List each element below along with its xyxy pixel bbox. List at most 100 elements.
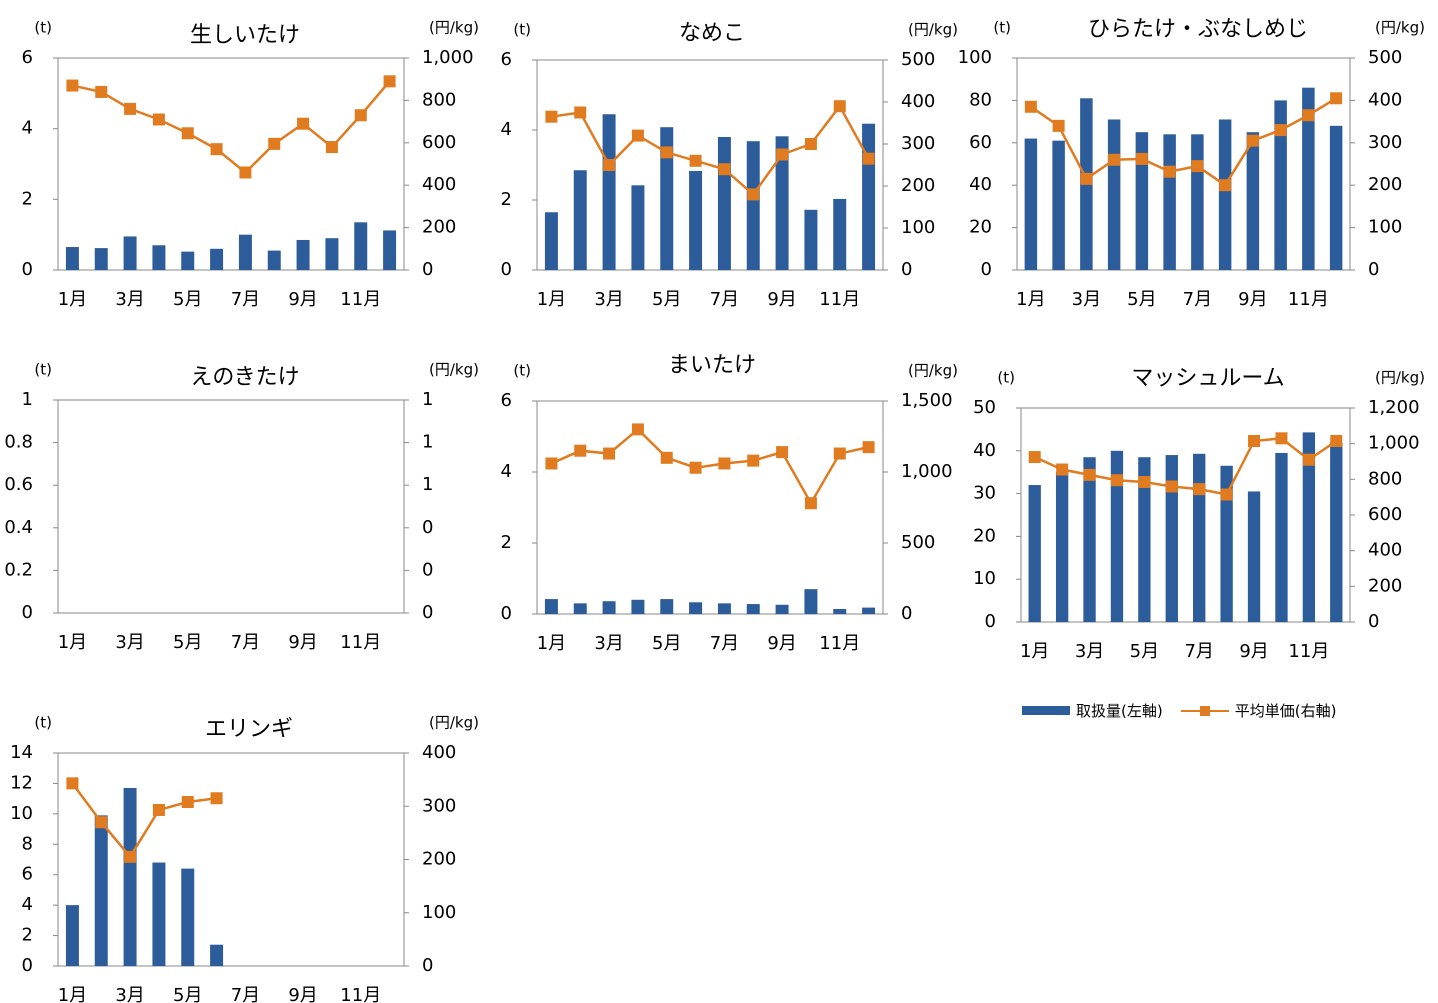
bar [1110, 450, 1124, 622]
price-marker [747, 188, 760, 201]
bar [717, 603, 731, 614]
right-axis-unit: (円/kg) [1375, 19, 1425, 37]
left-tick-label: 4 [22, 894, 33, 915]
left-tick-label: 0.6 [4, 474, 33, 495]
bar [660, 127, 674, 270]
right-tick-label: 0 [422, 955, 433, 976]
right-axis-unit: (円/kg) [908, 362, 958, 380]
left-tick-label: 60 [969, 132, 992, 153]
price-marker [268, 137, 281, 150]
right-tick-label: 1,000 [422, 47, 474, 68]
left-tick-label: 6 [22, 47, 33, 68]
bar [1135, 132, 1149, 270]
price-marker [660, 451, 673, 464]
left-tick-label: 0 [501, 603, 512, 624]
right-tick-label: 0 [422, 259, 433, 280]
right-axis-unit: (円/kg) [1375, 369, 1425, 387]
left-axis-unit: (t) [34, 361, 52, 379]
x-tick-label: 1月 [537, 633, 566, 654]
legend-line-swatch [1180, 705, 1229, 717]
price-marker [689, 461, 702, 474]
x-tick-label: 5月 [173, 985, 202, 1003]
x-tick-label: 11月 [819, 289, 860, 310]
price-marker [383, 75, 396, 88]
price-marker [718, 163, 731, 176]
bar [1083, 457, 1096, 622]
price-line [72, 80, 391, 175]
x-tick-label: 11月 [1288, 641, 1329, 662]
x-tick-label: 7月 [231, 289, 260, 310]
legend-bar-swatch [1022, 706, 1070, 715]
bar [544, 599, 558, 614]
left-tick-label: 14 [10, 742, 33, 763]
plot-frame [1020, 407, 1351, 623]
left-tick-label: 0 [501, 259, 512, 280]
bar [1163, 134, 1176, 270]
left-tick-label: 0 [22, 955, 33, 976]
left-tick-label: 8 [22, 833, 33, 854]
bar [210, 944, 224, 966]
left-tick-label: 20 [969, 217, 992, 238]
price-marker [776, 148, 789, 161]
price-marker [1080, 172, 1093, 185]
right-tick-label: 100 [1368, 217, 1402, 238]
bar [775, 604, 789, 614]
plot-frame [1016, 57, 1351, 271]
right-tick-label: 1 [422, 474, 433, 495]
x-tick-label: 3月 [594, 633, 623, 654]
bar [1138, 457, 1151, 622]
price-marker [124, 102, 137, 115]
bar [717, 137, 731, 270]
left-axis-unit: (t) [997, 369, 1015, 387]
price-marker [574, 106, 587, 119]
bar [325, 238, 339, 270]
price-line [550, 427, 869, 506]
x-tick-label: 9月 [288, 985, 317, 1003]
x-tick-label: 1月 [58, 632, 87, 653]
right-tick-label: 400 [422, 742, 456, 763]
bar [181, 868, 195, 966]
right-tick-label: 300 [1368, 132, 1402, 153]
chart-title: エリンギ [205, 717, 293, 742]
left-tick-label: 4 [501, 119, 512, 140]
price-marker [1275, 432, 1288, 445]
left-axis-unit: (t) [513, 21, 531, 39]
right-tick-label: 1 [422, 389, 433, 410]
bar [746, 141, 760, 270]
left-tick-label: 2 [501, 532, 512, 553]
plot-frame [536, 400, 884, 615]
bar [181, 251, 195, 270]
x-tick-label: 5月 [173, 289, 202, 310]
price-marker [1302, 109, 1315, 122]
price-marker [804, 138, 817, 150]
right-axis-unit: (円/kg) [429, 361, 479, 379]
price-marker [297, 117, 310, 130]
x-tick-label: 11月 [1288, 289, 1329, 310]
bar [94, 815, 108, 966]
right-tick-label: 0 [901, 603, 912, 624]
left-axis-unit: (t) [993, 19, 1011, 37]
bar [1191, 134, 1204, 270]
bar [1107, 119, 1121, 270]
price-marker [152, 803, 165, 816]
bar [354, 222, 368, 270]
bar [862, 607, 876, 614]
price-marker [1274, 124, 1287, 137]
bar [1330, 442, 1343, 622]
price-line [1030, 97, 1337, 187]
right-axis-unit: (円/kg) [429, 714, 479, 732]
left-tick-label: 12 [10, 772, 33, 793]
right-tick-label: 400 [1368, 540, 1402, 561]
bar [267, 250, 281, 270]
right-tick-label: 400 [422, 174, 456, 195]
bar [1274, 100, 1287, 271]
right-tick-label: 200 [422, 217, 456, 238]
x-tick-label: 7月 [710, 633, 739, 654]
price-marker [95, 85, 108, 98]
right-tick-label: 500 [901, 532, 935, 553]
bar [238, 234, 252, 270]
right-tick-label: 300 [901, 133, 935, 154]
left-tick-label: 0 [981, 259, 992, 280]
x-tick-label: 9月 [767, 633, 796, 654]
